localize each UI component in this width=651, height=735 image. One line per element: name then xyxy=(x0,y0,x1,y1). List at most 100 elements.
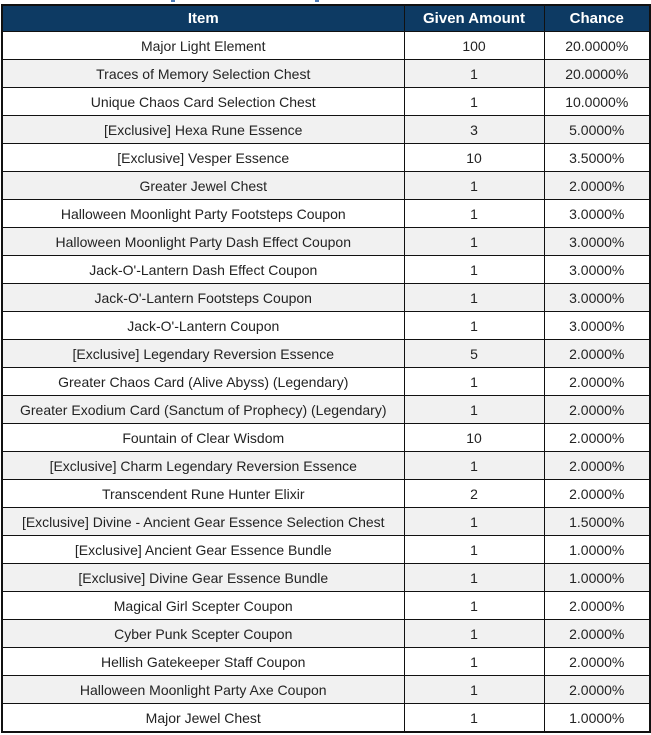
item-name-cell: Jack-O'-Lantern Coupon xyxy=(1,311,405,340)
given-amount-cell: 1 xyxy=(403,311,545,340)
clipped-text-fragment xyxy=(315,0,319,2)
table-row: Unique Chaos Card Selection Chest 1 10.000… xyxy=(1,87,651,116)
item-name-cell: Jack-O'-Lantern Footsteps Coupon xyxy=(1,283,405,312)
given-amount-cell: 2 xyxy=(403,479,545,508)
chance-cell: 3.0000% xyxy=(543,311,651,340)
given-amount-cell: 10 xyxy=(403,423,545,452)
item-name-cell: Cyber Punk Scepter Coupon xyxy=(1,619,405,648)
given-amount-cell: 1 xyxy=(403,87,545,116)
chance-cell: 1.0000% xyxy=(543,703,651,733)
chance-cell: 20.0000% xyxy=(543,59,651,88)
column-header-item: Item xyxy=(1,4,405,32)
chance-cell: 2.0000% xyxy=(543,619,651,648)
table-row: Cyber Punk Scepter Coupon 1 2.0000% xyxy=(1,619,651,648)
chance-cell: 2.0000% xyxy=(543,591,651,620)
item-name-cell: Unique Chaos Card Selection Chest xyxy=(1,87,405,116)
given-amount-cell: 1 xyxy=(403,675,545,704)
table-row: [Exclusive] Legendary Reversion Essence 5… xyxy=(1,339,651,368)
chance-cell: 2.0000% xyxy=(543,647,651,676)
table-row: Jack-O'-Lantern Coupon 1 3.0000% xyxy=(1,311,651,340)
table-row: [Exclusive] Ancient Gear Essence Bundle 1… xyxy=(1,535,651,564)
item-name-cell: [Exclusive] Divine - Ancient Gear Essenc… xyxy=(1,507,405,536)
table-body: Major Light Element 100 20.0000% Traces of … xyxy=(1,31,651,733)
item-name-cell: Halloween Moonlight Party Dash Effect Co… xyxy=(1,227,405,256)
table-row: Greater Jewel Chest 1 2.0000% xyxy=(1,171,651,200)
item-name-cell: [Exclusive] Hexa Rune Essence xyxy=(1,115,405,144)
given-amount-cell: 1 xyxy=(403,283,545,312)
chance-cell: 3.0000% xyxy=(543,255,651,284)
table-row: Hellish Gatekeeper Staff Coupon 1 2.0000% xyxy=(1,647,651,676)
chance-cell: 1.0000% xyxy=(543,563,651,592)
column-header-chance: Chance xyxy=(543,4,651,32)
item-name-cell: Hellish Gatekeeper Staff Coupon xyxy=(1,647,405,676)
given-amount-cell: 10 xyxy=(403,143,545,172)
given-amount-cell: 1 xyxy=(403,619,545,648)
chance-cell: 2.0000% xyxy=(543,675,651,704)
table-row: Greater Exodium Card (Sanctum of Prophec… xyxy=(1,395,651,424)
item-name-cell: [Exclusive] Legendary Reversion Essence xyxy=(1,339,405,368)
item-name-cell: Major Light Element xyxy=(1,31,405,60)
item-name-cell: Greater Jewel Chest xyxy=(1,171,405,200)
item-name-cell: Traces of Memory Selection Chest xyxy=(1,59,405,88)
item-name-cell: [Exclusive] Charm Legendary Reversion Es… xyxy=(1,451,405,480)
table-row: Fountain of Clear Wisdom 10 2.0000% xyxy=(1,423,651,452)
table-row: Magical Girl Scepter Coupon 1 2.0000% xyxy=(1,591,651,620)
given-amount-cell: 1 xyxy=(403,367,545,396)
table-row: [Exclusive] Divine - Ancient Gear Essenc… xyxy=(1,507,651,536)
table-row: Jack-O'-Lantern Footsteps Coupon 1 3.0000% xyxy=(1,283,651,312)
item-name-cell: [Exclusive] Divine Gear Essence Bundle xyxy=(1,563,405,592)
chance-cell: 3.5000% xyxy=(543,143,651,172)
table-row: [Exclusive] Vesper Essence 10 3.5000% xyxy=(1,143,651,172)
given-amount-cell: 1 xyxy=(403,591,545,620)
item-name-cell: Greater Exodium Card (Sanctum of Prophec… xyxy=(1,395,405,424)
given-amount-cell: 1 xyxy=(403,171,545,200)
table-row: [Exclusive] Divine Gear Essence Bundle 1 1… xyxy=(1,563,651,592)
given-amount-cell: 1 xyxy=(403,255,545,284)
item-name-cell: Major Jewel Chest xyxy=(1,703,405,733)
clipped-text-artifact xyxy=(0,0,651,3)
given-amount-cell: 1 xyxy=(403,703,545,733)
chance-cell: 10.0000% xyxy=(543,87,651,116)
given-amount-cell: 1 xyxy=(403,227,545,256)
table-row: [Exclusive] Charm Legendary Reversion Es… xyxy=(1,451,651,480)
given-amount-cell: 1 xyxy=(403,395,545,424)
table-row: Major Light Element 100 20.0000% xyxy=(1,31,651,60)
table-row: Major Jewel Chest 1 1.0000% xyxy=(1,703,651,733)
chance-cell: 2.0000% xyxy=(543,479,651,508)
chance-cell: 3.0000% xyxy=(543,227,651,256)
chance-cell: 5.0000% xyxy=(543,115,651,144)
table-row: Halloween Moonlight Party Axe Coupon 1 2.0… xyxy=(1,675,651,704)
column-header-given-amount: Given Amount xyxy=(403,4,545,32)
chance-cell: 2.0000% xyxy=(543,395,651,424)
item-name-cell: Halloween Moonlight Party Footsteps Coup… xyxy=(1,199,405,228)
item-name-cell: Halloween Moonlight Party Axe Coupon xyxy=(1,675,405,704)
item-name-cell: Magical Girl Scepter Coupon xyxy=(1,591,405,620)
chance-cell: 3.0000% xyxy=(543,283,651,312)
table-row: Halloween Moonlight Party Dash Effect Co… xyxy=(1,227,651,256)
given-amount-cell: 1 xyxy=(403,647,545,676)
item-name-cell: Fountain of Clear Wisdom xyxy=(1,423,405,452)
given-amount-cell: 100 xyxy=(403,31,545,60)
given-amount-cell: 5 xyxy=(403,339,545,368)
chance-cell: 3.0000% xyxy=(543,199,651,228)
table-row: Halloween Moonlight Party Footsteps Coup… xyxy=(1,199,651,228)
given-amount-cell: 1 xyxy=(403,507,545,536)
item-name-cell: Greater Chaos Card (Alive Abyss) (Legend… xyxy=(1,367,405,396)
chance-cell: 2.0000% xyxy=(543,339,651,368)
item-drop-rate-table: Item Given Amount Chance Major Light Ele… xyxy=(1,4,651,733)
table-row: Transcendent Rune Hunter Elixir 2 2.0000% xyxy=(1,479,651,508)
chance-cell: 1.0000% xyxy=(543,535,651,564)
table-row: [Exclusive] Hexa Rune Essence 3 5.0000% xyxy=(1,115,651,144)
chance-cell: 2.0000% xyxy=(543,367,651,396)
given-amount-cell: 1 xyxy=(403,199,545,228)
item-name-cell: [Exclusive] Vesper Essence xyxy=(1,143,405,172)
table-row: Jack-O'-Lantern Dash Effect Coupon 1 3.000… xyxy=(1,255,651,284)
item-name-cell: Jack-O'-Lantern Dash Effect Coupon xyxy=(1,255,405,284)
given-amount-cell: 1 xyxy=(403,563,545,592)
chance-cell: 20.0000% xyxy=(543,31,651,60)
item-name-cell: [Exclusive] Ancient Gear Essence Bundle xyxy=(1,535,405,564)
chance-cell: 1.5000% xyxy=(543,507,651,536)
table-row: Traces of Memory Selection Chest 1 20.0000… xyxy=(1,59,651,88)
chance-cell: 2.0000% xyxy=(543,451,651,480)
